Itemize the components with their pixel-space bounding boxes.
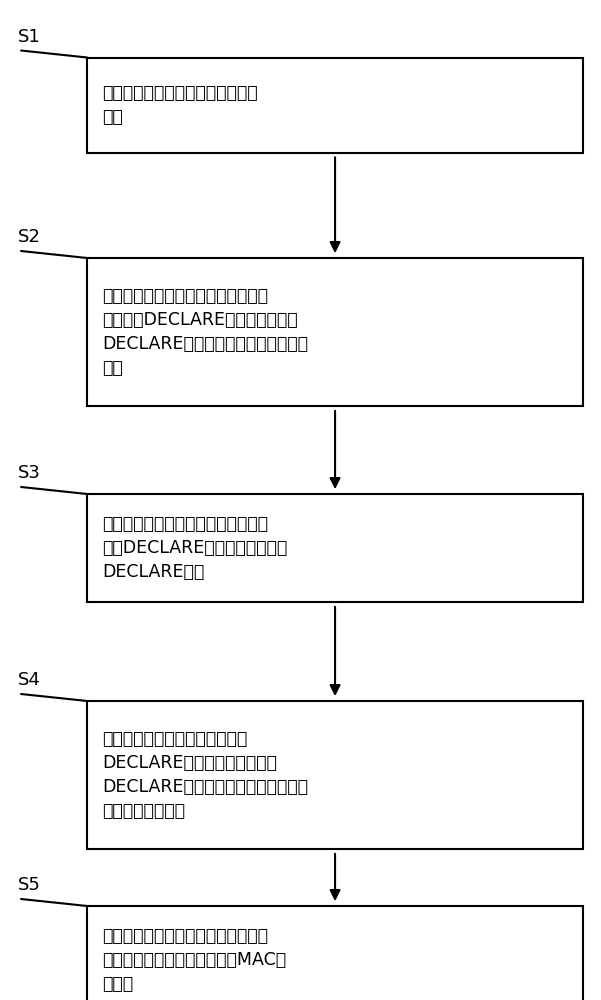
Text: 所述第一交换机接收到所述第二
DECLARE消息，根据所述第二
DECLARE消息确定所述第二交换机发
生变化的级联端口: 所述第一交换机接收到所述第二 DECLARE消息，根据所述第二 DECLARE消… bbox=[102, 730, 308, 820]
Bar bbox=[87, 258, 583, 406]
Bar bbox=[87, 494, 583, 602]
Text: S2: S2 bbox=[18, 228, 41, 246]
Text: S4: S4 bbox=[18, 671, 41, 689]
Text: 所述局域网内的第二交换机接收所述
第一DECLARE消息，并回复第二
DECLARE消息: 所述局域网内的第二交换机接收所述 第一DECLARE消息，并回复第二 DECLA… bbox=[102, 515, 287, 581]
Text: S3: S3 bbox=[18, 464, 41, 482]
Text: 第一交换机接收局域网内拓扑变化
消息: 第一交换机接收局域网内拓扑变化 消息 bbox=[102, 84, 258, 126]
Text: 所述第一交换机向所述局域网内广播
发送第一DECLARE消息，所述第一
DECLARE消息基于所述拓扑变化消息
触发: 所述第一交换机向所述局域网内广播 发送第一DECLARE消息，所述第一 DECL… bbox=[102, 287, 308, 377]
Text: S5: S5 bbox=[18, 876, 41, 894]
Bar bbox=[87, 701, 583, 849]
Bar bbox=[87, 906, 583, 1000]
Bar bbox=[87, 57, 583, 152]
Text: S1: S1 bbox=[18, 27, 41, 45]
Text: 根据所述发生变化的级联端口，修改
所述第二交换机对应的终端的MAC地
址表项: 根据所述发生变化的级联端口，修改 所述第二交换机对应的终端的MAC地 址表项 bbox=[102, 927, 286, 993]
